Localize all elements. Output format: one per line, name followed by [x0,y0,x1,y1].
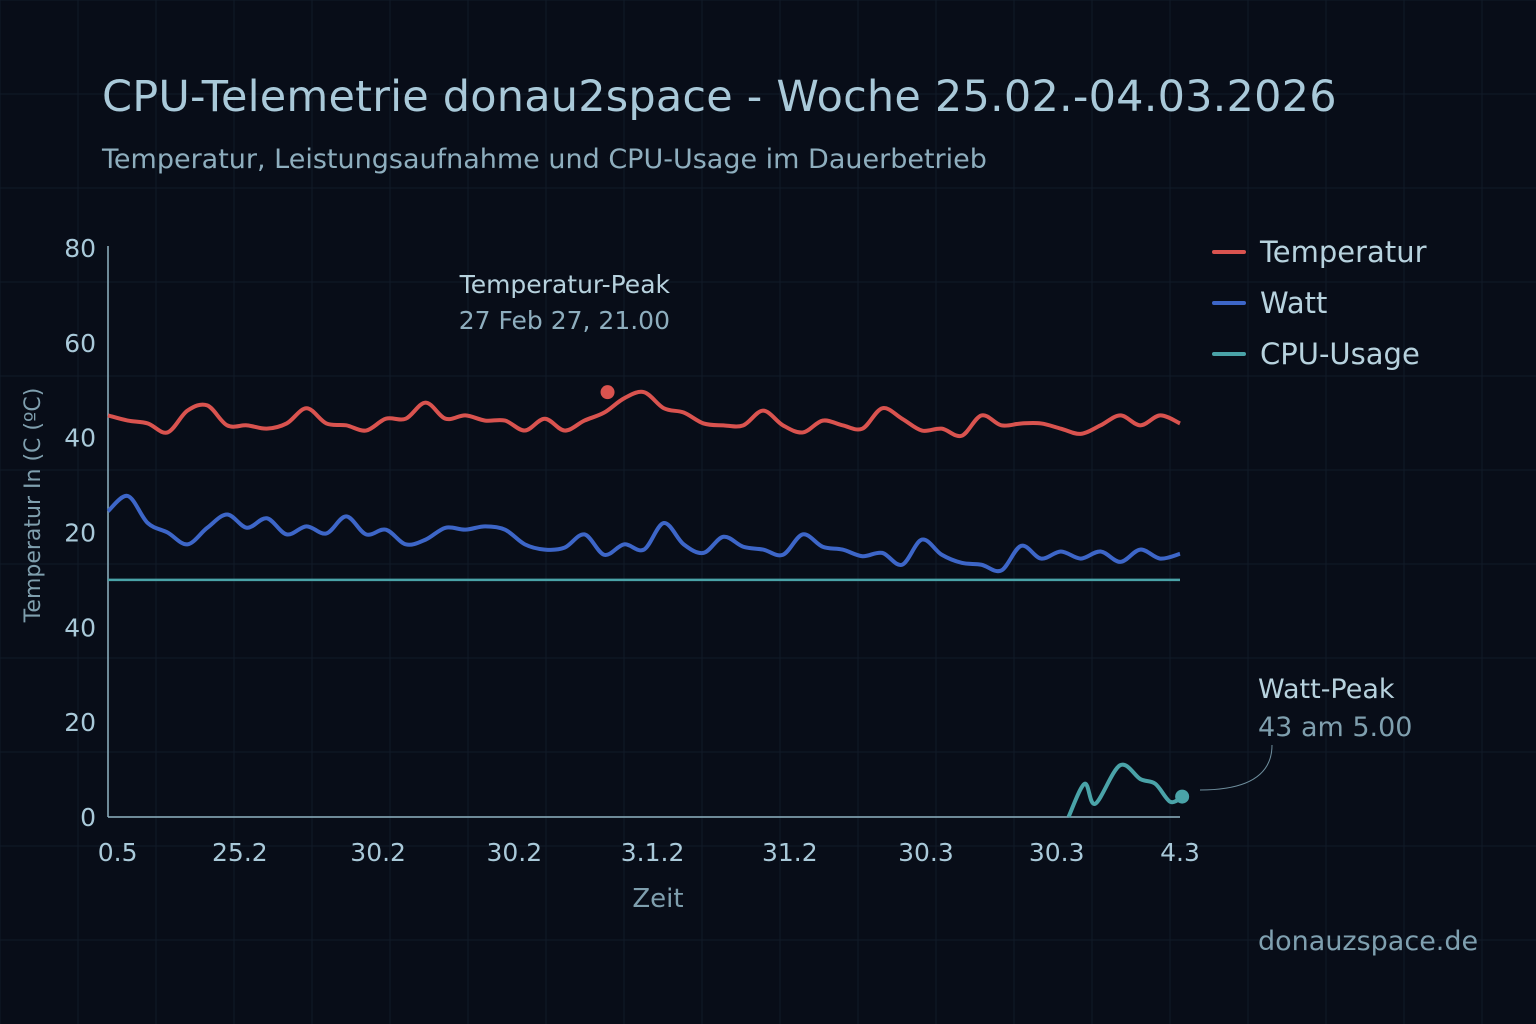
x-tick-label: 30.3 [898,838,954,867]
legend-label: Watt [1260,285,1328,320]
peak-marker[interactable] [600,385,615,400]
y-tick-label: 40 [64,424,96,453]
chart-title: CPU-Telemetrie donau2space - Woche 25.02… [102,72,1337,122]
legend-swatch-temperatur [1212,249,1246,254]
watermark: donauzspace.de [1258,926,1479,957]
x-tick-label: 25.2 [212,838,268,867]
x-axis-ticks: 0.5 25.2 30.2 30.2 3.1.2 31.2 30.3 30.3 4.3 [98,838,1200,867]
legend: Temperatur Watt CPU-Usage [1212,226,1427,379]
x-tick-label: 0.5 [98,838,138,867]
x-axis-label: Zeit [632,884,683,914]
series-line-temperatur [107,389,1181,439]
watt-peak-connector [1199,744,1273,791]
x-tick-label: 3.1.2 [621,838,685,867]
series-line-watt [106,493,1181,574]
x-tick-label: 30.3 [1029,838,1085,867]
watt-peak-annotation-text: 43 am 5.00 [1258,712,1413,743]
y-tick-label: 40 [64,613,96,642]
chart-subtitle: Temperatur, Leistungsaufnahme und CPU-Us… [102,144,987,175]
legend-label: CPU-Usage [1260,336,1420,371]
x-tick-label: 30.2 [486,838,542,867]
legend-swatch-watt [1212,300,1246,305]
y-tick-label: 20 [64,519,96,548]
legend-item-temperatur[interactable]: Temperatur [1212,226,1427,277]
legend-swatch-cpu-usage [1212,351,1246,356]
legend-item-watt[interactable]: Watt [1212,277,1427,328]
y-tick-label: 60 [64,329,96,358]
series-lines [106,385,1190,818]
y-tick-label: 0 [80,803,96,832]
series-segment-cpu-usage [1066,762,1184,818]
y-tick-label: 80 [64,234,96,263]
x-tick-label: 31.2 [762,838,818,867]
watt-peak-annotation-title: Watt-Peak [1258,674,1395,705]
legend-label: Temperatur [1260,234,1427,269]
y-axis-label: Temperatur In (C (ºC) [21,388,46,624]
temperature-peak-annotation-text: 27 Feb 27, 21.00 [458,306,670,335]
temperature-peak-annotation-title: Temperatur-Peak [459,270,670,299]
y-axis-ticks: 0 20 40 20 40 60 80 [64,234,96,832]
legend-item-cpu-usage[interactable]: CPU-Usage [1212,328,1427,379]
y-tick-label: 20 [64,708,96,737]
peak-marker[interactable] [1175,789,1190,804]
x-tick-label: 30.2 [350,838,406,867]
x-tick-label: 4.3 [1160,838,1200,867]
